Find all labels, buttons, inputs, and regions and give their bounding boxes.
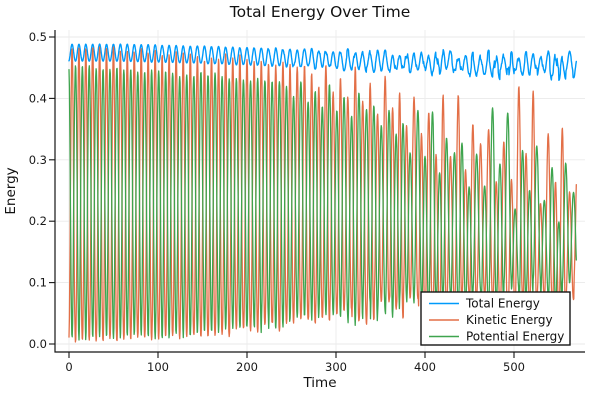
y-tick-label: 0.3 bbox=[29, 153, 47, 167]
legend-label-potential-energy: Potential Energy bbox=[466, 330, 564, 344]
potential-energy-line bbox=[68, 65, 577, 341]
axis-layer bbox=[49, 30, 585, 358]
y-tick-label: 0.2 bbox=[29, 214, 47, 228]
y-tick-label: 0.5 bbox=[29, 30, 47, 44]
y-axis-label: Energy bbox=[3, 167, 19, 214]
x-tick-label: 100 bbox=[147, 360, 169, 374]
x-tick-label: 500 bbox=[503, 360, 525, 374]
x-tick-label: 300 bbox=[325, 360, 347, 374]
legend: Total Energy Kinetic Energy Potential En… bbox=[420, 291, 571, 346]
legend-label-total-energy: Total Energy bbox=[465, 297, 540, 311]
y-tick-label: 0.0 bbox=[29, 337, 47, 351]
x-tick-label: 0 bbox=[65, 360, 72, 374]
x-tick-label: 200 bbox=[236, 360, 258, 374]
y-tick-label: 0.4 bbox=[29, 91, 47, 105]
y-tick-label: 0.1 bbox=[29, 276, 47, 290]
x-tick-label: 400 bbox=[414, 360, 436, 374]
x-axis-label: Time bbox=[302, 375, 336, 391]
total-energy-line bbox=[68, 43, 577, 81]
chart-title: Total Energy Over Time bbox=[229, 3, 410, 21]
y-tick-labels: 0.0 0.1 0.2 0.3 0.4 0.5 bbox=[29, 30, 47, 351]
legend-label-kinetic-energy: Kinetic Energy bbox=[466, 313, 553, 327]
series-layer bbox=[68, 43, 577, 343]
x-tick-labels: 0 100 200 300 400 500 bbox=[65, 360, 525, 374]
